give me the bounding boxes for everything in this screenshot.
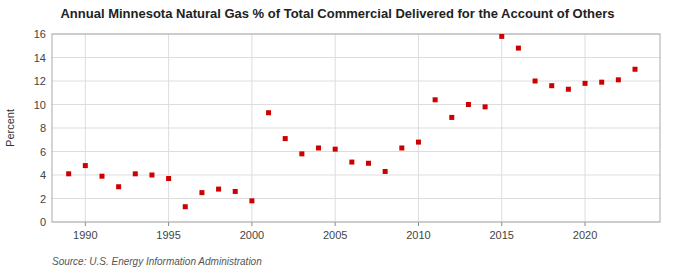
x-tick-label: 2020 <box>573 229 597 241</box>
point <box>449 115 454 120</box>
y-tick-label: 14 <box>34 52 46 64</box>
y-tick-label: 6 <box>40 146 46 158</box>
x-grid-line <box>251 34 252 222</box>
point <box>383 169 388 174</box>
point <box>533 79 538 84</box>
y-grid-line <box>52 151 660 152</box>
point <box>233 189 238 194</box>
x-grid-line <box>335 34 336 222</box>
point <box>66 171 71 176</box>
y-tick-label: 0 <box>40 216 46 228</box>
y-grid-line <box>52 128 660 129</box>
y-tick-label: 12 <box>34 75 46 87</box>
x-tick <box>418 222 419 226</box>
x-tick-label: 1990 <box>73 229 97 241</box>
point <box>116 184 121 189</box>
point <box>199 190 204 195</box>
x-tick-label: 1995 <box>156 229 180 241</box>
point <box>333 147 338 152</box>
y-grid-line <box>52 104 660 105</box>
point <box>283 136 288 141</box>
point <box>599 80 604 85</box>
y-tick-label: 4 <box>40 169 46 181</box>
y-grid-line <box>52 81 660 82</box>
point <box>583 81 588 86</box>
y-grid-line <box>52 175 660 176</box>
point <box>83 163 88 168</box>
y-tick-label: 10 <box>34 99 46 111</box>
x-tick <box>251 222 252 226</box>
point <box>133 171 138 176</box>
x-tick-label: 2005 <box>323 229 347 241</box>
chart: Annual Minnesota Natural Gas % of Total … <box>0 0 675 275</box>
x-tick <box>168 222 169 226</box>
x-tick <box>585 222 586 226</box>
point <box>316 145 321 150</box>
point <box>349 160 354 165</box>
point <box>466 102 471 107</box>
point <box>166 176 171 181</box>
point <box>616 77 621 82</box>
y-tick-label: 2 <box>40 193 46 205</box>
x-tick-label: 2000 <box>240 229 264 241</box>
plot-frame <box>52 34 660 222</box>
point <box>516 46 521 51</box>
point <box>366 161 371 166</box>
source: Source: U.S. Energy Information Administ… <box>52 256 262 267</box>
point <box>433 97 438 102</box>
y-tick-label: 16 <box>34 28 46 40</box>
x-grid-line <box>501 34 502 222</box>
point <box>299 151 304 156</box>
x-tick-label: 2015 <box>490 229 514 241</box>
point <box>99 174 104 179</box>
y-grid-line <box>52 57 660 58</box>
point <box>249 198 254 203</box>
y-grid-line <box>52 198 660 199</box>
point <box>183 204 188 209</box>
x-tick <box>85 222 86 226</box>
point <box>266 110 271 115</box>
x-grid-line <box>85 34 86 222</box>
x-grid-line <box>418 34 419 222</box>
grid <box>52 34 660 222</box>
x-tick <box>335 222 336 226</box>
x-grid-line <box>585 34 586 222</box>
point <box>633 67 638 72</box>
y-tick-label: 8 <box>40 122 46 134</box>
title: Annual Minnesota Natural Gas % of Total … <box>60 6 614 21</box>
point <box>399 145 404 150</box>
point <box>499 34 504 39</box>
point <box>549 83 554 88</box>
x-tick <box>501 222 502 226</box>
point <box>483 104 488 109</box>
point <box>149 173 154 178</box>
points <box>66 34 637 209</box>
point <box>416 140 421 145</box>
x-tick-label: 2010 <box>406 229 430 241</box>
point <box>566 87 571 92</box>
x-grid-line <box>168 34 169 222</box>
y-axis-label: Percent <box>4 109 16 147</box>
point <box>216 187 221 192</box>
